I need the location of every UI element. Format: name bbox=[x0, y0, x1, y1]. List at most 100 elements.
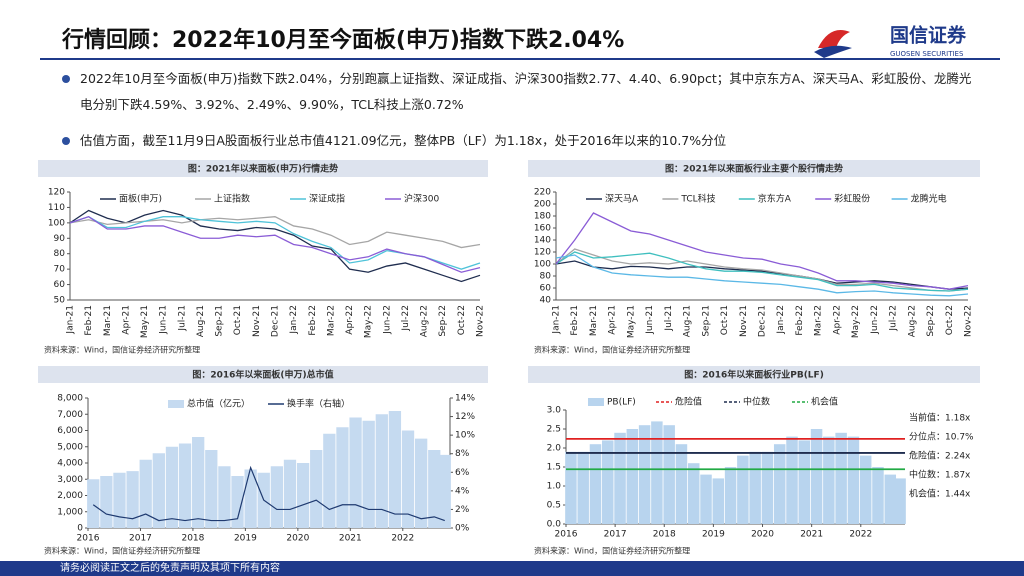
y-tick-label: 2.0 bbox=[547, 444, 562, 454]
legend-label: 总市值（亿元） bbox=[187, 398, 250, 410]
bullet-text: 估值方面，截至11月9日A股面板行业总市值4121.09亿元，整体PB（LF）为… bbox=[80, 133, 727, 148]
x-tick-label: Aug-21 bbox=[683, 305, 693, 337]
x-tick-label: 2021 bbox=[800, 530, 823, 540]
x-tick-label: 2017 bbox=[604, 530, 627, 540]
y-tick-label: 0.5 bbox=[547, 501, 561, 511]
y-tick-label: 120 bbox=[534, 248, 551, 258]
bar bbox=[283, 459, 297, 528]
bar bbox=[192, 437, 205, 528]
x-tick-label: May-21 bbox=[140, 305, 150, 338]
x-tick-label: Jul-22 bbox=[401, 305, 411, 332]
x-tick-label: May-21 bbox=[626, 305, 636, 338]
x-tick-label: Nov-22 bbox=[964, 305, 974, 337]
y-tick-label: 1,000 bbox=[57, 507, 83, 517]
x-tick-label: Aug-22 bbox=[420, 305, 430, 337]
bar bbox=[428, 450, 441, 528]
y-tick-label: 0% bbox=[455, 524, 470, 534]
y-tick-label: 3.0 bbox=[547, 406, 562, 416]
annotation: 危险值：2.24x bbox=[909, 450, 971, 462]
y-tick-label: 180 bbox=[534, 212, 551, 222]
bar bbox=[362, 420, 375, 528]
series-line bbox=[555, 254, 969, 297]
x-tick-label: 2018 bbox=[653, 530, 676, 540]
bar bbox=[737, 455, 749, 524]
x-tick-label: Dec-21 bbox=[271, 305, 281, 337]
bar bbox=[847, 436, 860, 524]
bar bbox=[675, 444, 688, 524]
bar bbox=[798, 440, 811, 524]
bar bbox=[589, 444, 602, 524]
y-tick-label: 50 bbox=[54, 296, 66, 306]
source: 资料来源：Wind，国信证券经济研究所整理 bbox=[44, 345, 200, 355]
bar bbox=[614, 432, 626, 524]
legend-label: TCL科技 bbox=[680, 193, 715, 205]
y-tick-label: 3,000 bbox=[57, 475, 83, 485]
bar bbox=[87, 479, 100, 528]
series-line bbox=[555, 260, 969, 290]
x-tick-label: Sep-22 bbox=[438, 305, 448, 337]
bar bbox=[388, 411, 402, 528]
bar bbox=[872, 467, 884, 524]
bar bbox=[165, 446, 179, 528]
y-tick-label: 220 bbox=[534, 188, 551, 198]
series-line bbox=[92, 465, 445, 522]
bar bbox=[663, 425, 675, 524]
x-tick-label: 2017 bbox=[129, 534, 152, 544]
bar bbox=[651, 421, 663, 524]
series-line bbox=[69, 215, 481, 273]
annotation: 当前值：1.18x bbox=[909, 412, 971, 424]
legend-label: PB(LF) bbox=[607, 398, 636, 408]
bar bbox=[577, 451, 589, 524]
x-tick-label: Mar-22 bbox=[326, 305, 336, 336]
bullet-text: 2022年10月至今面板(申万)指数下跌2.04%，分别跑赢上证指数、深证成指、… bbox=[80, 71, 972, 112]
legend-label: 京东方A bbox=[758, 193, 792, 205]
x-tick-label: Aug-21 bbox=[196, 305, 206, 337]
x-tick-label: Mar-22 bbox=[814, 305, 824, 336]
panel-title: 图：2021年以来面板行业主要个股行情走势 bbox=[665, 163, 843, 175]
legend-label: 危险值 bbox=[675, 396, 702, 408]
bar bbox=[749, 451, 761, 524]
y-tick-label: 8,000 bbox=[57, 394, 83, 404]
logo: 国信证券 GUOSEN SECURITIES bbox=[814, 24, 967, 58]
x-tick-label: Oct-21 bbox=[720, 305, 730, 335]
series-line bbox=[69, 216, 481, 249]
x-tick-label: Apr-22 bbox=[832, 305, 842, 335]
bar bbox=[126, 471, 139, 528]
y-tick-label: 4,000 bbox=[57, 459, 83, 469]
x-tick-label: Jan-21 bbox=[66, 305, 76, 335]
legend-label: 面板(申万) bbox=[119, 193, 162, 205]
y-tick-label: 90 bbox=[54, 234, 66, 244]
series-line bbox=[69, 215, 481, 270]
y-tick-label: 0.0 bbox=[547, 520, 562, 530]
source: 资料来源：Wind，国信证券经济研究所整理 bbox=[534, 546, 690, 556]
footer: 请务必阅读正文之后的免责声明及其项下所有内容 bbox=[0, 561, 1024, 576]
bar bbox=[638, 425, 651, 524]
bar bbox=[884, 474, 897, 524]
bar bbox=[336, 427, 349, 528]
legend-label: 深证成指 bbox=[309, 193, 345, 205]
bar bbox=[415, 438, 428, 528]
bar bbox=[100, 476, 113, 528]
x-tick-label: Sep-21 bbox=[701, 305, 711, 337]
x-tick-label: Feb-22 bbox=[795, 305, 805, 336]
legend-label: 机会值 bbox=[811, 396, 838, 408]
logo-text: 国信证券 bbox=[890, 24, 967, 47]
y-tick-label: 80 bbox=[54, 249, 66, 259]
x-tick-label: Jun-21 bbox=[645, 305, 655, 335]
legend-label: 龙腾光电 bbox=[911, 193, 947, 205]
y-tick-label: 1.5 bbox=[547, 463, 561, 473]
panel-title: 图：2016年以来面板行业PB(LF) bbox=[684, 369, 824, 381]
bar bbox=[687, 463, 700, 524]
bar bbox=[724, 467, 737, 524]
bar bbox=[205, 450, 218, 528]
bar bbox=[244, 469, 257, 528]
x-tick-label: May-22 bbox=[364, 305, 374, 338]
x-tick-label: Jul-22 bbox=[889, 305, 899, 332]
x-tick-label: Apr-21 bbox=[121, 305, 131, 335]
bar bbox=[323, 433, 336, 528]
x-tick-label: Sep-21 bbox=[215, 305, 225, 337]
bar bbox=[712, 478, 725, 524]
x-tick-label: Mar-21 bbox=[589, 305, 599, 336]
bar bbox=[349, 417, 362, 528]
annotation: 机会值：1.44x bbox=[909, 488, 971, 500]
